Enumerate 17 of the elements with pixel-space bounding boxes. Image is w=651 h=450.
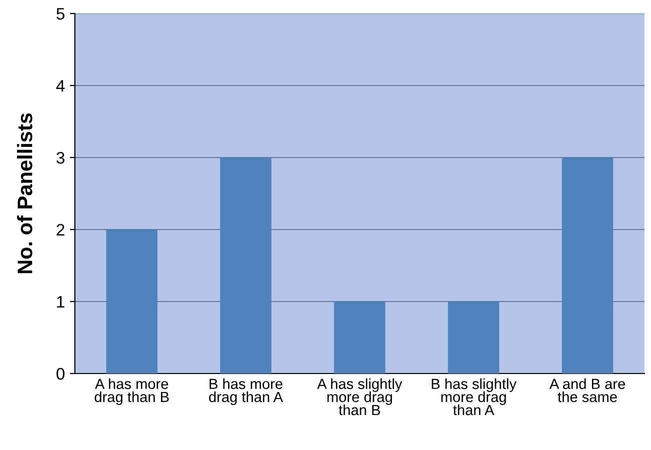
bar [106,230,158,374]
y-tick-label: 1 [57,296,64,308]
bar [334,302,386,374]
y-axis-title: No. of Panellists [17,113,32,274]
bar [562,158,614,374]
bar [448,302,500,374]
x-tick-label: B has more drag than A [209,378,284,406]
y-tick-label: 4 [56,80,65,92]
x-tick-label: A and B are the same [549,378,625,402]
x-tick-label: B has slightly more drag than A [432,378,517,416]
x-tick-label: A has more drag than B [94,378,169,406]
x-tick-label: A has slightly more drag than B [317,378,402,416]
y-tick-label: 0 [56,368,64,380]
y-tick-label: 5 [56,8,64,20]
bar [220,158,272,374]
y-tick-label: 3 [56,152,64,164]
y-tick-label: 2 [56,224,64,236]
